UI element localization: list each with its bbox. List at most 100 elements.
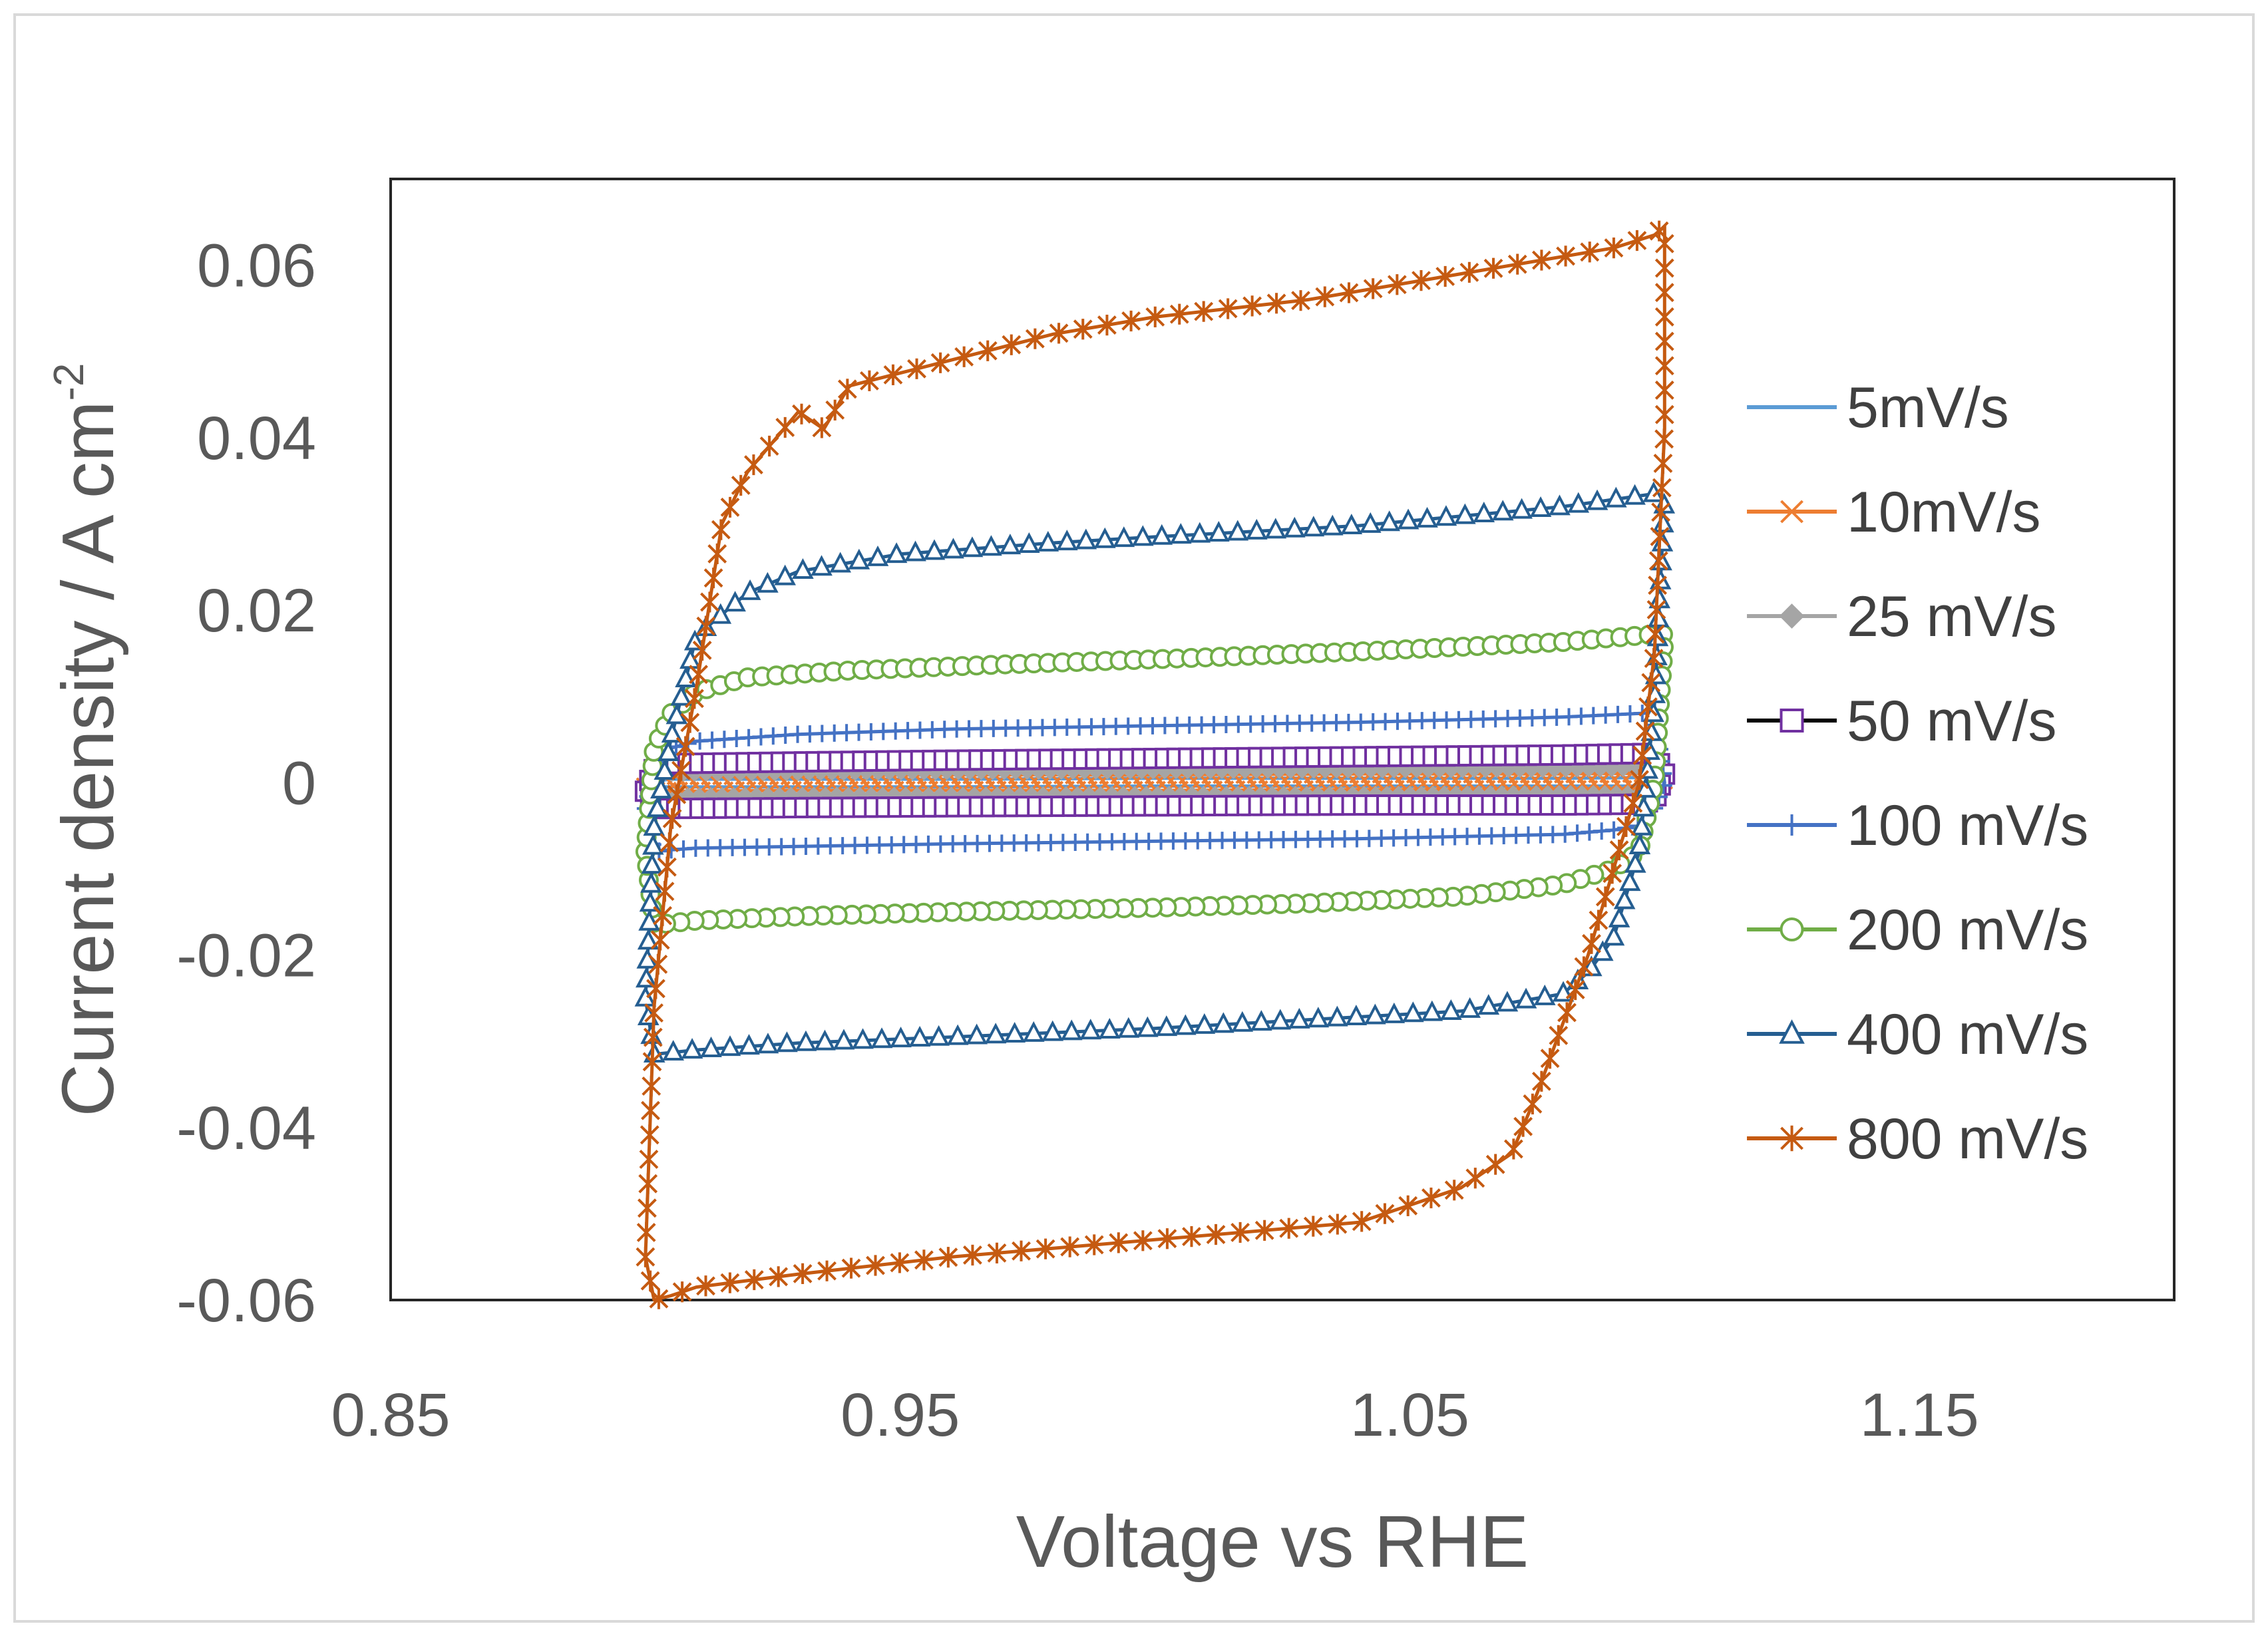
series-200-mv-s [635,624,1674,934]
marker-triangle [739,579,761,600]
marker-star [1230,1222,1250,1243]
marker-star [1654,355,1674,377]
marker-star [1145,306,1165,327]
marker-star [978,340,998,361]
marker-star [720,1272,740,1293]
marker-star [642,1075,662,1097]
marker-triangle [738,1034,760,1055]
marker-triangle [1302,516,1325,537]
marker-triangle [719,1035,741,1057]
marker-triangle [1189,522,1211,543]
marker-star [1513,1116,1533,1137]
series-50-mv-s [634,742,1676,820]
marker-triangle [776,1031,798,1053]
marker-triangle [1055,530,1078,551]
marker-triangle [1093,527,1116,548]
marker-star [1169,303,1189,325]
marker-star [883,364,903,385]
marker-triangle [654,759,676,780]
marker-triangle [814,1029,836,1051]
marker-triangle [1207,521,1230,542]
legend-item-800-mv-s: 800 mV/s [1747,1107,2088,1171]
marker-star [1375,1203,1395,1224]
legend-label: 100 mV/s [1847,794,2088,858]
series-markers-800-mv-s [636,220,1674,1309]
marker-triangle [885,542,908,564]
marker-star [700,591,719,613]
marker-triangle [1624,852,1646,873]
marker-circle [1780,917,1804,941]
y-tick-label: -0.04 [176,1094,316,1162]
marker-star [1218,298,1238,319]
marker-triangle [641,853,663,874]
marker-triangle [1515,987,1537,1009]
marker-star [692,639,712,661]
marker-star [720,496,740,518]
marker-star [837,379,857,400]
marker-triangle [890,1027,912,1048]
marker-star [914,1249,934,1271]
marker-star [1623,792,1643,814]
marker-star [1291,290,1310,311]
chart-area-border [13,13,2255,1623]
marker-triangle [870,1027,893,1049]
marker-star [1630,769,1649,790]
y-tick-label: 0.02 [197,577,316,645]
marker-star [662,808,682,829]
marker-triangle [1269,1009,1292,1030]
marker-star [1421,1187,1441,1209]
marker-triangle [1098,1018,1121,1039]
marker-triangle [980,535,1002,556]
marker-star [671,760,691,781]
marker-star [680,712,700,733]
marker-triangle [1473,501,1495,522]
marker-star [1654,404,1674,425]
marker-star [987,1242,1007,1263]
marker-triangle [1383,1002,1406,1023]
marker-star [825,399,845,420]
marker-triangle [1151,524,1173,545]
marker-triangle [946,1024,969,1045]
series-100-mv-s [636,704,1672,860]
marker-triangle [757,572,779,593]
marker-star [954,346,974,367]
marker-star [743,454,763,476]
marker-triangle [1636,758,1659,779]
marker-triangle [1454,503,1476,524]
marker-star [640,1124,660,1146]
marker-triangle [1345,1005,1368,1026]
marker-star [1627,230,1647,251]
marker-star [1654,282,1674,303]
marker-star [1582,933,1601,954]
legend-label: 200 mV/s [1847,898,2088,962]
marker-star [653,905,673,926]
marker-triangle [942,538,964,559]
marker-star [1609,839,1629,861]
series-layer [634,220,1676,1309]
marker-star [1435,265,1455,287]
marker-triangle [1155,1015,1178,1037]
legend-label: 50 mV/s [1847,689,2056,753]
marker-triangle [923,539,946,560]
marker-x [1780,500,1803,524]
marker-triangle [724,591,746,612]
marker-triangle [1022,1021,1045,1042]
marker-star [759,435,779,457]
marker-triangle [852,1028,874,1049]
marker-triangle [639,891,662,912]
marker-star [672,1281,692,1303]
marker-triangle [1630,814,1653,836]
marker-triangle [1175,1014,1197,1035]
marker-star [1352,1211,1372,1232]
marker-star [1084,1234,1104,1255]
marker-star [1646,599,1666,620]
marker-star [641,1100,660,1121]
marker-star [1540,1048,1560,1069]
marker-triangle [1628,834,1651,855]
marker-star [1339,282,1359,303]
marker-triangle [1440,999,1462,1021]
marker-star [646,978,665,999]
series-400-mv-s [634,481,1676,1063]
marker-triangle [1459,997,1481,1018]
marker-triangle [1618,870,1641,892]
